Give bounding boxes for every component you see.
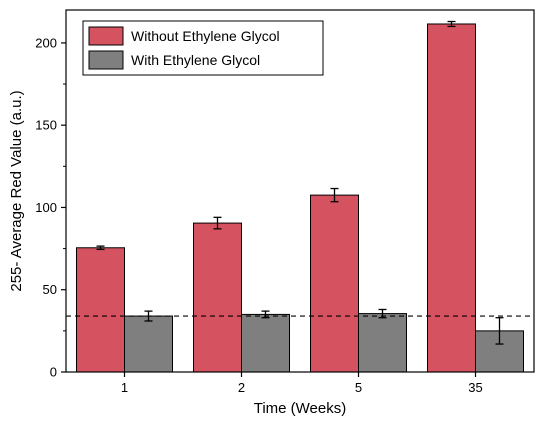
y-axis-ticks: 0 50 100 150 200	[35, 35, 66, 380]
x-axis-label: Time (Weeks)	[254, 400, 347, 417]
bar-without-eg-5	[310, 194, 359, 373]
legend-swatch-with-eg	[88, 50, 124, 70]
bar-without-eg-35	[427, 23, 476, 373]
y-axis-label: 255- Average Red Value (a.u.)	[8, 90, 25, 291]
bar-with-eg-2	[241, 313, 290, 373]
bars-layer	[76, 23, 524, 373]
y-tick-label: 0	[50, 365, 57, 380]
legend-swatch-without-eg	[88, 26, 124, 46]
error-bar-without-eg-35	[447, 20, 456, 28]
error-bar-with-eg-35	[495, 317, 504, 345]
legend: Without Ethylene Glycol With Ethylene Gly…	[82, 20, 324, 76]
error-bar-with-eg-2	[261, 310, 270, 319]
x-tick-label: 2	[238, 380, 245, 395]
error-bars-layer	[96, 20, 504, 345]
bar-with-eg-1	[124, 315, 173, 373]
legend-label-without-eg: Without Ethylene Glycol	[131, 28, 280, 44]
x-tick-label: 1	[121, 380, 128, 395]
legend-label-with-eg: With Ethylene Glycol	[131, 52, 260, 68]
plot-frame	[65, 9, 535, 373]
error-bar-with-eg-5	[378, 308, 387, 319]
error-bar-with-eg-1	[144, 310, 153, 322]
error-bar-without-eg-1	[96, 245, 105, 251]
x-tick-label: 5	[355, 380, 362, 395]
bar-without-eg-1	[76, 247, 125, 373]
error-bar-without-eg-5	[330, 187, 339, 203]
x-tick-label: 35	[468, 380, 482, 395]
bar-with-eg-5	[358, 313, 407, 373]
bar-without-eg-2	[193, 222, 242, 373]
y-tick-label: 50	[43, 282, 57, 297]
error-bar-without-eg-2	[213, 216, 222, 230]
x-axis-ticks: 1 2 5 35	[121, 372, 483, 395]
y-tick-label: 200	[35, 35, 57, 50]
y-tick-label: 150	[35, 118, 57, 133]
y-tick-label: 100	[35, 200, 57, 215]
